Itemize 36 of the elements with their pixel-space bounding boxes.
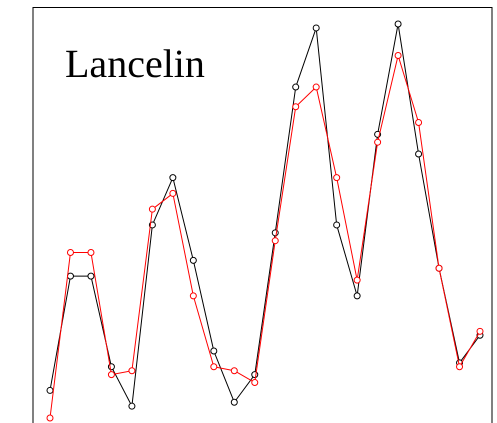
point: [169, 190, 176, 197]
point: [87, 272, 94, 280]
point: [272, 237, 279, 244]
point: [312, 24, 320, 32]
point: [292, 84, 300, 91]
point: [230, 398, 238, 406]
point: [394, 52, 402, 60]
point: [128, 367, 136, 374]
point: [128, 402, 136, 410]
point: [354, 292, 361, 300]
point: [87, 249, 94, 256]
point: [476, 328, 484, 335]
point: [312, 84, 320, 91]
point: [415, 150, 422, 158]
point: [148, 206, 156, 213]
point: [456, 363, 464, 370]
point: [66, 249, 74, 256]
point: [354, 276, 361, 284]
point: [190, 292, 197, 300]
point: [415, 119, 422, 126]
point: [66, 272, 74, 280]
point: [210, 348, 218, 355]
point: [333, 174, 340, 182]
point: [292, 103, 300, 110]
point: [394, 20, 402, 28]
point: [108, 371, 115, 378]
point: [333, 221, 340, 228]
point: [210, 363, 218, 370]
point: [46, 414, 54, 422]
point: [190, 256, 197, 264]
point: [374, 138, 382, 146]
point: [169, 174, 176, 182]
point: [230, 367, 238, 374]
point: [46, 386, 54, 394]
chart-title: Lancelin: [65, 40, 205, 87]
point: [251, 379, 258, 386]
